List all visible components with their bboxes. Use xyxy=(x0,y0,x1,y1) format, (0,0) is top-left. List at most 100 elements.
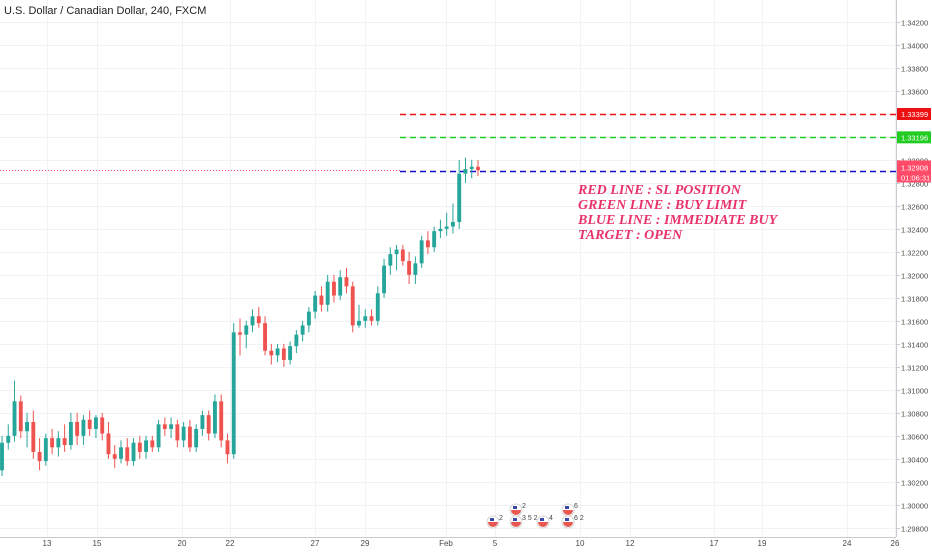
candle xyxy=(463,157,468,183)
candle-body xyxy=(219,401,224,441)
horizontal-lines xyxy=(0,113,896,173)
candle xyxy=(81,415,86,446)
candle-body xyxy=(469,166,474,170)
candle xyxy=(144,435,148,459)
candle-body xyxy=(12,401,17,436)
candle xyxy=(50,428,55,455)
price-tag-text: 1.33399 xyxy=(901,110,928,119)
candle xyxy=(250,309,255,333)
buy-limit-price-tag: 1.33196 xyxy=(897,131,931,144)
candle-body xyxy=(200,415,205,429)
candle xyxy=(476,159,480,176)
sl-price-tag: 1.33399 xyxy=(897,107,931,120)
candle xyxy=(407,251,412,285)
event-count: 2 xyxy=(499,515,503,522)
candle xyxy=(344,267,349,294)
y-tick-label: 1.32200 xyxy=(901,249,928,258)
candle-body xyxy=(206,415,211,434)
candle xyxy=(125,438,130,466)
candle xyxy=(18,395,23,439)
candle xyxy=(137,435,142,459)
candle xyxy=(469,159,474,179)
economic-event-icon[interactable]: 6 2 xyxy=(561,515,584,529)
candle-body xyxy=(169,424,174,429)
candle xyxy=(131,438,136,466)
candle xyxy=(94,415,98,439)
annotation-line: GREEN LINE : BUY LIMIT xyxy=(578,198,748,213)
candle-body xyxy=(225,440,230,455)
event-count: 2 xyxy=(522,503,526,510)
candle-body xyxy=(187,426,192,448)
x-tick-label: 29 xyxy=(361,539,370,548)
candle xyxy=(0,435,4,477)
candle-body xyxy=(363,316,368,321)
event-markers: 2 2 3 5 2 4 6 6 2 xyxy=(486,503,584,529)
y-tick-label: 1.30800 xyxy=(901,410,928,419)
candle xyxy=(68,412,73,450)
candle-body xyxy=(394,249,399,255)
candle xyxy=(294,330,299,354)
candle-body xyxy=(194,428,199,448)
candle xyxy=(156,419,161,452)
economic-event-icon[interactable]: 3 5 2 xyxy=(509,515,538,529)
candle-body xyxy=(25,422,29,432)
candle-body xyxy=(50,438,55,448)
candle xyxy=(194,424,199,452)
candle xyxy=(300,320,305,342)
y-tick-label: 1.31600 xyxy=(901,318,928,327)
candle xyxy=(56,431,61,457)
candle xyxy=(388,247,393,275)
y-tick-label: 1.32600 xyxy=(901,203,928,212)
grid xyxy=(0,0,896,537)
x-tick-label: 19 xyxy=(758,539,767,548)
candle-body xyxy=(425,240,430,248)
candle xyxy=(206,410,211,441)
candle-body xyxy=(407,261,412,275)
candle-body xyxy=(56,438,61,448)
candle xyxy=(275,343,280,363)
candle-body xyxy=(106,433,111,455)
economic-event-icon[interactable]: 4 xyxy=(536,515,553,529)
y-tick-label: 1.33800 xyxy=(901,65,928,74)
candle-body xyxy=(31,422,36,452)
candle-body xyxy=(213,401,217,434)
candle-body xyxy=(382,265,386,294)
price-tag-text: 1.33196 xyxy=(901,133,928,142)
candle xyxy=(432,226,437,252)
candle-body xyxy=(125,447,130,462)
candle-body xyxy=(37,451,42,462)
candle xyxy=(382,258,386,298)
y-tick-label: 1.31400 xyxy=(901,341,928,350)
candle-body xyxy=(181,426,186,441)
y-tick-label: 1.32800 xyxy=(901,180,928,189)
candle xyxy=(213,394,217,439)
candle-body xyxy=(319,295,324,305)
candle-body xyxy=(344,277,349,287)
x-tick-label: 26 xyxy=(891,539,900,548)
candle-body xyxy=(112,454,117,459)
economic-event-icon[interactable]: 2 xyxy=(509,503,526,517)
price-axis: 1.29800 1.30000 1.30200 1.30400 1.30600 1.308… xyxy=(896,19,928,534)
candle-body xyxy=(275,348,280,356)
candle-body xyxy=(62,438,67,446)
candle-body xyxy=(43,438,48,462)
x-tick-label: 27 xyxy=(311,539,320,548)
economic-event-icon[interactable]: 2 xyxy=(486,515,503,529)
candle-body xyxy=(244,325,249,335)
y-tick-label: 1.29800 xyxy=(901,525,928,534)
y-tick-label: 1.30000 xyxy=(901,502,928,511)
candle-body xyxy=(175,424,180,441)
candle xyxy=(100,412,105,441)
candle xyxy=(25,412,29,448)
candle-body xyxy=(238,332,242,335)
candle-body xyxy=(419,240,424,264)
candle xyxy=(363,309,368,328)
candle xyxy=(438,219,443,239)
candle xyxy=(413,256,418,285)
candle xyxy=(400,244,405,266)
candle-body xyxy=(338,277,343,296)
economic-event-icon[interactable]: 6 xyxy=(561,503,578,517)
